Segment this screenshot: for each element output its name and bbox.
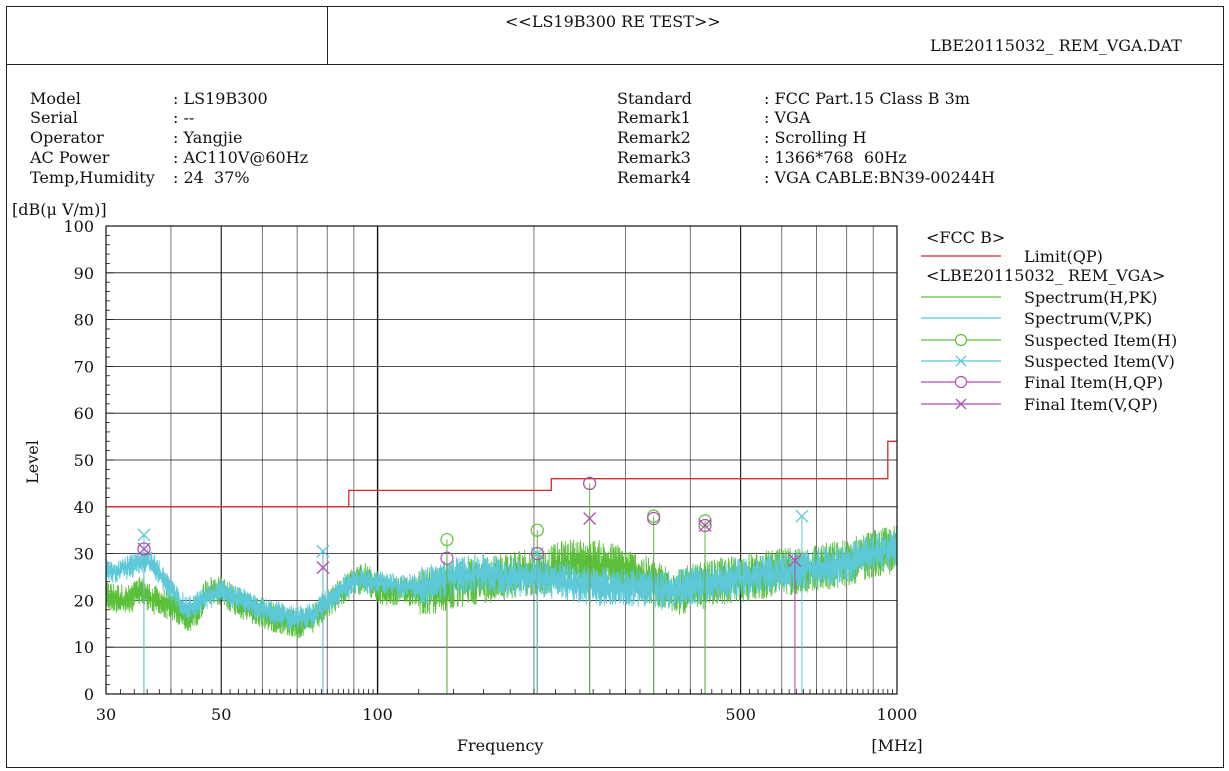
- legend-label-5: Suspected Item(H): [1024, 331, 1177, 350]
- legend-label-6: Suspected Item(V): [1024, 352, 1175, 371]
- spectrum-v-pk-trace: [106, 530, 897, 630]
- spectrum-traces: [106, 526, 897, 637]
- y-tick-label-10: 10: [74, 638, 94, 657]
- legend-label-0: <FCC B>: [926, 228, 1005, 247]
- y-tick-label-0: 0: [84, 685, 94, 704]
- legend-label-3: Spectrum(H,PK): [1024, 288, 1157, 307]
- grid: [106, 226, 897, 694]
- y-tick-label-50: 50: [74, 451, 94, 470]
- limit-line: [106, 441, 897, 507]
- legend: <FCC B> Limit(QP)<LBE20115032_ REM_VGA> Sp…: [921, 228, 1177, 414]
- y-tick-label-40: 40: [74, 498, 94, 517]
- legend-label-2: <LBE20115032_ REM_VGA>: [926, 266, 1165, 285]
- y-unit-label: [dB(μ V/m)]: [12, 200, 107, 219]
- y-tick-label-60: 60: [74, 404, 94, 423]
- x-tick-label-1000: 1000: [877, 705, 918, 724]
- legend-label-4: Spectrum(V,PK): [1024, 309, 1152, 328]
- limit-qp-line: [106, 441, 897, 507]
- y-tick-label-30: 30: [74, 545, 94, 564]
- y-tick-label-90: 90: [74, 264, 94, 283]
- y-axis-title: Level: [23, 440, 42, 484]
- legend-circle-7: [956, 377, 967, 388]
- x-tick-label-500: 500: [725, 705, 756, 724]
- x-tick-label-30: 30: [96, 705, 116, 724]
- y-tick-label-20: 20: [74, 591, 94, 610]
- legend-label-8: Final Item(V,QP): [1024, 395, 1158, 414]
- x-unit-label: [MHz]: [871, 736, 922, 755]
- legend-circle-5: [956, 335, 967, 346]
- y-tick-label-100: 100: [63, 217, 94, 236]
- x-axis-title: Frequency: [457, 736, 544, 755]
- legend-label-1: Limit(QP): [1024, 247, 1103, 266]
- x-tick-label-100: 100: [362, 705, 393, 724]
- y-tick-label-80: 80: [74, 311, 94, 330]
- x-tick-label-50: 50: [211, 705, 231, 724]
- y-tick-label-70: 70: [74, 357, 94, 376]
- axis-labels: 0 10 20 30 40 50 60 70 80 90 100 30 50 100 500 1000 [dB(…: [12, 200, 923, 755]
- legend-label-7: Final Item(H,QP): [1024, 373, 1163, 392]
